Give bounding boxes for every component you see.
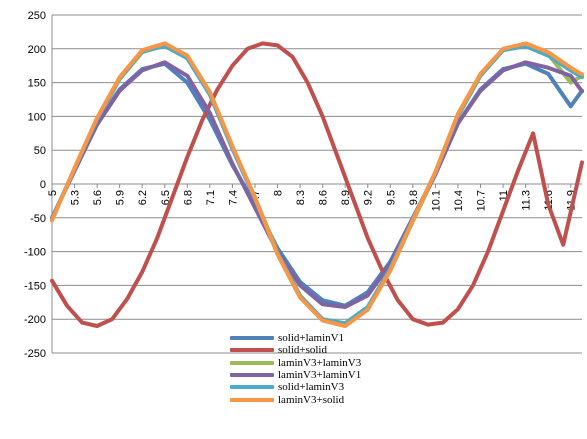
series-line-solid-laminv3 — [50, 44, 584, 326]
x-tick-label: 8 — [273, 190, 285, 196]
y-tick-label: -200 — [24, 314, 46, 326]
x-tick-label: 7.1 — [205, 190, 217, 205]
series-line-laminv3-solid — [50, 41, 584, 328]
x-tick-label: 8.6 — [318, 190, 330, 205]
y-tick-label: 100 — [28, 111, 46, 123]
legend-item: laminV3+laminV3 — [230, 357, 400, 369]
x-tick-label: 9.8 — [408, 190, 420, 205]
legend-item: solid+laminV3 — [230, 381, 400, 393]
y-tick-label: -250 — [24, 348, 46, 360]
legend-label: laminV3+laminV1 — [278, 369, 362, 382]
legend-item: solid+solid — [230, 344, 400, 356]
x-tick-label: 6.2 — [137, 190, 149, 205]
legend-swatch — [230, 397, 274, 402]
x-tick-label: 10.4 — [453, 190, 465, 211]
x-tick-label: 5.9 — [115, 190, 127, 205]
y-axis-ticks: 250 200 150 100 50 0 -50 -100 -150 -200 -250 — [24, 10, 46, 360]
y-tick-label: -100 — [24, 247, 46, 259]
y-tick-label: -150 — [24, 280, 46, 292]
y-tick-label: 150 — [28, 78, 46, 90]
x-tick-label: 10.1 — [430, 190, 442, 211]
x-tick-label: 7.4 — [227, 190, 239, 205]
gridlines — [51, 14, 582, 354]
series-line-laminv3-laminv1 — [50, 60, 584, 309]
x-tick-label: 10.7 — [476, 190, 488, 211]
x-tick-label: 5 — [47, 190, 59, 196]
y-tick-label: 250 — [28, 10, 46, 22]
legend-swatch — [230, 385, 274, 390]
legend-swatch — [230, 373, 274, 378]
x-tick-label: 5.3 — [70, 190, 82, 205]
series-line-solid-solid — [50, 41, 584, 328]
x-tick-label: 9.2 — [363, 190, 375, 205]
x-tick-label: 11 — [498, 190, 510, 201]
legend-swatch — [230, 348, 274, 353]
legend-label: solid+laminV3 — [278, 381, 345, 394]
legend: solid+laminV1 solid+solid laminV3+laminV3 l… — [230, 332, 400, 406]
x-tick-label: 8.9 — [340, 190, 352, 205]
legend-item: solid+laminV1 — [230, 332, 400, 344]
legend-label: laminV3+solid — [278, 393, 345, 406]
legend-label: solid+laminV1 — [278, 332, 345, 345]
legend-item: laminV3+solid — [230, 393, 400, 406]
x-axis-ticks: 5 5.3 5.6 5.9 6.2 6.5 6.8 7.1 7.4 7.7 8 8.3 8.6 8.9 9.… — [47, 184, 578, 211]
series-lines — [50, 41, 584, 328]
legend-label: solid+solid — [278, 344, 327, 357]
x-tick-label: 6.8 — [182, 190, 194, 205]
x-tick-label: 8.3 — [295, 190, 307, 205]
x-tick-label: 5.6 — [92, 190, 104, 205]
y-tick-label: 50 — [34, 145, 46, 157]
x-tick-label: 11.3 — [521, 190, 533, 211]
y-tick-label: 0 — [40, 179, 46, 191]
legend-item: laminV3+laminV1 — [230, 369, 400, 381]
legend-swatch — [230, 336, 274, 341]
legend-label: laminV3+laminV3 — [278, 356, 362, 369]
y-tick-label: -50 — [30, 213, 46, 225]
x-tick-label: 9.5 — [385, 190, 397, 205]
series-line-laminv3-laminv3 — [50, 42, 584, 327]
legend-swatch — [230, 360, 274, 365]
y-tick-label: 200 — [28, 44, 46, 56]
